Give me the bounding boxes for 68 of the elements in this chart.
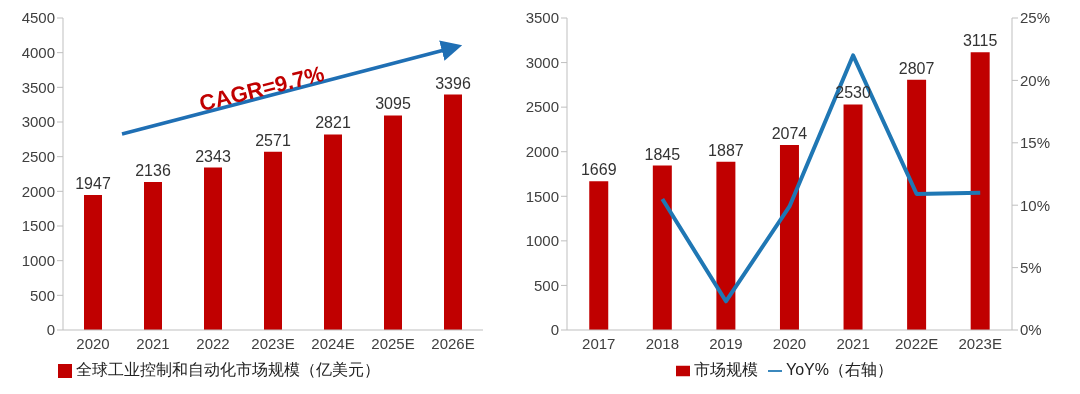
- data-label: 2821: [315, 114, 351, 132]
- x-tick-label: 2017: [582, 334, 616, 352]
- x-tick-label: 2023E: [251, 334, 295, 352]
- x-tick-label: 2018: [645, 334, 680, 352]
- y2-tick-label: 15%: [1020, 134, 1051, 152]
- data-label: 3396: [435, 74, 471, 92]
- data-label: 2343: [195, 147, 231, 165]
- y-tick-label: 3500: [525, 9, 559, 27]
- y-tick-label: 0: [550, 321, 559, 339]
- x-tick-label: 2023E: [958, 334, 1002, 352]
- x-tick-label: 2022: [196, 334, 230, 352]
- bar: [716, 161, 736, 330]
- bar: [907, 79, 927, 330]
- y-tick-label: 1000: [21, 251, 55, 269]
- bar: [843, 104, 863, 330]
- y-tick-label: 0: [46, 321, 55, 339]
- data-label: 2136: [135, 161, 171, 179]
- bar: [444, 94, 462, 330]
- y2-tick-label: 5%: [1020, 258, 1042, 276]
- y-tick-label: 3000: [21, 113, 55, 131]
- y2-tick-label: 10%: [1020, 196, 1051, 214]
- bar: [384, 115, 402, 330]
- data-label: 2807: [898, 59, 935, 77]
- legend-label: YoY%（右轴）: [786, 361, 893, 378]
- bar: [204, 167, 222, 330]
- bar: [589, 181, 609, 330]
- bar: [970, 52, 990, 330]
- y-tick-label: 1500: [525, 187, 559, 205]
- data-label: 1947: [75, 175, 111, 193]
- y2-tick-label: 25%: [1020, 9, 1051, 27]
- x-tick-label: 2026E: [431, 334, 475, 352]
- x-tick-label: 2020: [76, 334, 110, 352]
- y-tick-label: 3000: [525, 53, 559, 71]
- y-tick-label: 1000: [525, 232, 559, 250]
- x-tick-label: 2020: [772, 334, 807, 352]
- legend-label: 全球工业控制和自动化市场规模（亿美元）: [76, 361, 380, 378]
- x-tick-label: 2022E: [894, 334, 939, 352]
- y-tick-label: 3500: [21, 78, 55, 96]
- x-tick-label: 2025E: [371, 334, 415, 352]
- y-tick-label: 2500: [525, 98, 559, 116]
- y-tick-label: 1500: [21, 217, 55, 235]
- data-label: 3095: [375, 95, 411, 113]
- data-label: 1887: [708, 141, 744, 159]
- y-tick-label: 2000: [525, 143, 559, 161]
- x-tick-label: 2021: [136, 334, 170, 352]
- data-label: 1669: [580, 161, 617, 179]
- y-tick-label: 500: [533, 276, 559, 294]
- y-tick-label: 4500: [21, 9, 55, 27]
- bar: [264, 151, 282, 330]
- y-tick-label: 2500: [21, 147, 55, 165]
- bar: [324, 134, 342, 330]
- bar: [779, 145, 799, 330]
- y-tick-label: 500: [29, 286, 55, 304]
- y-tick-label: 2000: [21, 182, 55, 200]
- y2-tick-label: 20%: [1020, 71, 1051, 89]
- x-tick-label: 2019: [709, 334, 743, 352]
- data-label: 2571: [255, 131, 291, 149]
- legend-label: 市场规模: [694, 361, 758, 378]
- bar: [144, 181, 162, 330]
- data-label: 3115: [962, 32, 998, 50]
- y2-tick-label: 0%: [1020, 321, 1042, 339]
- data-label: 2074: [771, 125, 808, 143]
- x-tick-label: 2024E: [311, 334, 355, 352]
- x-tick-label: 2021: [836, 334, 870, 352]
- bar: [84, 195, 102, 330]
- bar: [652, 165, 672, 330]
- y-tick-label: 4000: [21, 43, 55, 61]
- data-label: 1845: [644, 145, 681, 163]
